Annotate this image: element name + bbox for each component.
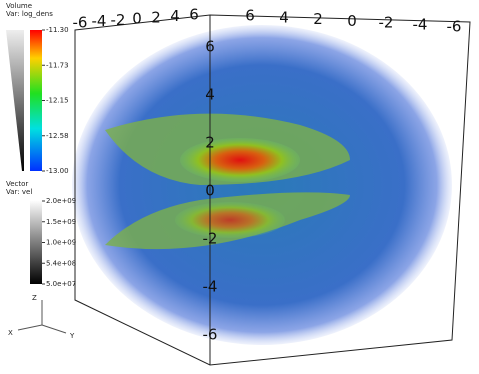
triad (17, 300, 67, 334)
axis-label: 4 (205, 86, 215, 104)
legend-tick-label: -11.73 (46, 61, 69, 69)
axis-label: 4 (170, 7, 180, 25)
legend-tick-label: 5.4e+08 (46, 259, 76, 267)
triad-label: Y (69, 332, 75, 340)
axis-label: -2 (203, 230, 218, 248)
axis-label: -4 (413, 16, 428, 34)
legend-variable: Var: vel (6, 188, 32, 196)
axis-label: -6 (203, 326, 218, 344)
axis-label: 0 (347, 12, 357, 30)
axis-label: -6 (447, 17, 462, 35)
axis-label: 2 (313, 10, 323, 28)
legend-tick-label: -13.00 (46, 167, 69, 175)
legend-title: Vector (6, 180, 28, 188)
core-lower (175, 202, 285, 238)
legend-tick-label: 2.0e+09 (46, 197, 76, 205)
axis-label: 4 (279, 8, 289, 26)
density-volume (72, 25, 452, 345)
axis-label: 0 (205, 182, 215, 200)
axis-label: -4 (203, 278, 218, 296)
vector-colorbar (30, 200, 42, 284)
opacity-ramp (6, 30, 24, 171)
legend-tick-label: 1.0e+09 (46, 239, 76, 247)
axis-label: 6 (189, 6, 199, 24)
axis-label: 2 (151, 8, 161, 26)
axis-label: 6 (205, 38, 215, 56)
axis-label: -2 (379, 14, 394, 32)
axis-label: 6 (245, 7, 255, 25)
triad-label: X (8, 329, 13, 337)
axis-label: 2 (205, 134, 215, 152)
legend-tick-label: -11.30 (46, 26, 69, 34)
legend-tick-label: -12.58 (46, 132, 69, 140)
legend-variable: Var: log_dens (6, 10, 53, 18)
legend-title: Volume (6, 2, 32, 10)
legend-tick-label: -12.15 (46, 97, 69, 105)
core (180, 138, 300, 182)
volume-colorbar (30, 30, 42, 171)
legend-tick-label: 5.0e+07 (46, 280, 76, 288)
legend-tick-label: 1.5e+09 (46, 218, 76, 226)
triad-label: Z (32, 294, 37, 302)
axis-label: -6 (73, 14, 88, 32)
axis-label: -4 (92, 12, 107, 30)
bounding-box (74, 14, 471, 366)
axis-label: 0 (132, 10, 142, 28)
axis-label: -2 (111, 11, 126, 29)
